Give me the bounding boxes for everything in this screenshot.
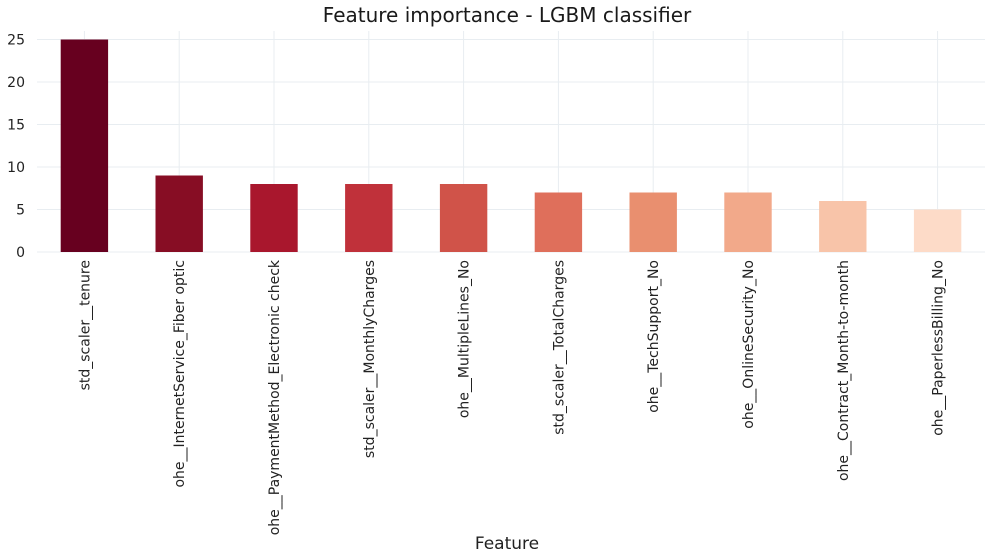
x-tick-label: ohe__InternetService_Fiber optic (172, 260, 188, 488)
bar (629, 192, 677, 252)
x-tick-label: ohe__TechSupport_No (646, 260, 662, 413)
y-tick-label: 25 (7, 33, 25, 49)
x-tick-label: ohe__OnlineSecurity_No (741, 260, 757, 429)
bar (250, 184, 298, 252)
y-tick-label: 15 (7, 118, 25, 134)
x-tick-label: std_scaler__tenure (77, 260, 93, 390)
bar (155, 175, 203, 252)
bar (913, 209, 962, 252)
bar (439, 184, 488, 252)
x-tick-label: ohe__Contract_Month-to-month (836, 260, 852, 481)
x-tick-label: ohe__PaperlessBilling_No (931, 260, 947, 436)
y-tick-label: 5 (16, 203, 25, 219)
y-axis-ticks: 0 5 10 15 20 25 (7, 33, 25, 262)
y-tick-label: 20 (7, 75, 25, 91)
bars (60, 39, 962, 252)
y-tick-label: 10 (7, 160, 25, 176)
bar (819, 201, 867, 252)
x-tick-label: ohe__PaymentMethod_Electronic check (267, 259, 283, 535)
x-axis-label: Feature (475, 534, 539, 554)
x-tick-label: std_scaler__MonthlyCharges (362, 260, 378, 458)
bar (534, 192, 583, 252)
bar (60, 39, 109, 252)
x-tick-label: ohe__MultipleLines_No (457, 260, 473, 418)
x-tick-label: std_scaler__TotalCharges (551, 260, 567, 435)
bar (724, 192, 772, 252)
chart-title: Feature importance - LGBM classifier (323, 3, 692, 27)
x-axis-ticks: std_scaler__tenure ohe__InternetService_F… (77, 259, 946, 535)
bar (345, 184, 393, 252)
y-tick-label: 0 (16, 245, 25, 261)
